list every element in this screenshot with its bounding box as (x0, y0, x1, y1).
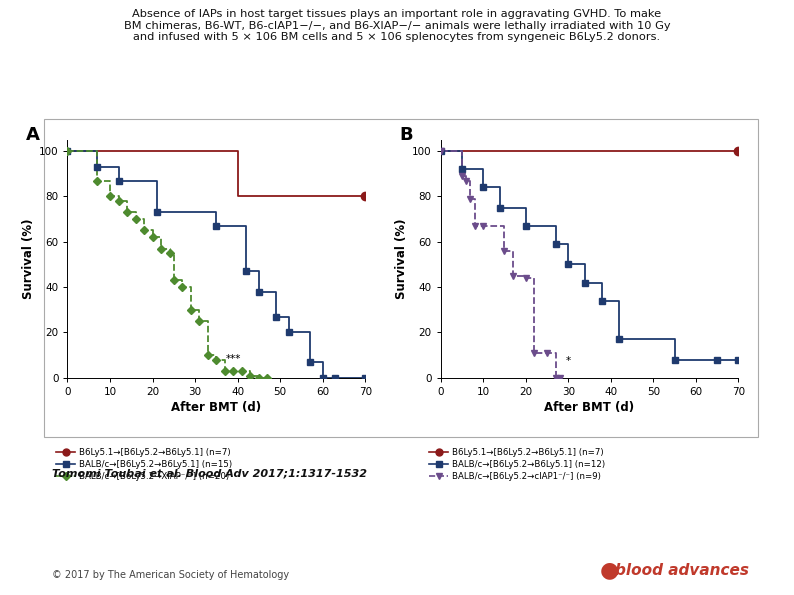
Text: Absence of IAPs in host target tissues plays an important role in aggravating GV: Absence of IAPs in host target tissues p… (124, 9, 670, 42)
Text: B: B (399, 126, 413, 143)
Legend: B6Ly5.1→[B6Ly5.2→B6Ly5.1] (n=7), BALB/c→[B6Ly5.2→B6Ly5.1] (n=15), BALB/c→[B6Ly5.: B6Ly5.1→[B6Ly5.2→B6Ly5.1] (n=7), BALB/c→… (52, 444, 236, 484)
Legend: B6Ly5.1→[B6Ly5.2→B6Ly5.1] (n=7), BALB/c→[B6Ly5.2→B6Ly5.1] (n=12), BALB/c→[B6Ly5.: B6Ly5.1→[B6Ly5.2→B6Ly5.1] (n=7), BALB/c→… (426, 444, 609, 484)
Text: *: * (565, 356, 571, 367)
Text: Tomomi Toubai et al. Blood Adv 2017;1:1317-1532: Tomomi Toubai et al. Blood Adv 2017;1:13… (52, 469, 367, 479)
Text: A: A (26, 126, 40, 143)
X-axis label: After BMT (d): After BMT (d) (545, 401, 634, 414)
Text: blood advances: blood advances (615, 563, 750, 578)
Text: ***: *** (225, 354, 241, 364)
Text: © 2017 by The American Society of Hematology: © 2017 by The American Society of Hemato… (52, 570, 289, 580)
Text: ●: ● (599, 560, 619, 580)
Y-axis label: Survival (%): Survival (%) (21, 218, 35, 299)
Y-axis label: Survival (%): Survival (%) (395, 218, 408, 299)
X-axis label: After BMT (d): After BMT (d) (172, 401, 261, 414)
